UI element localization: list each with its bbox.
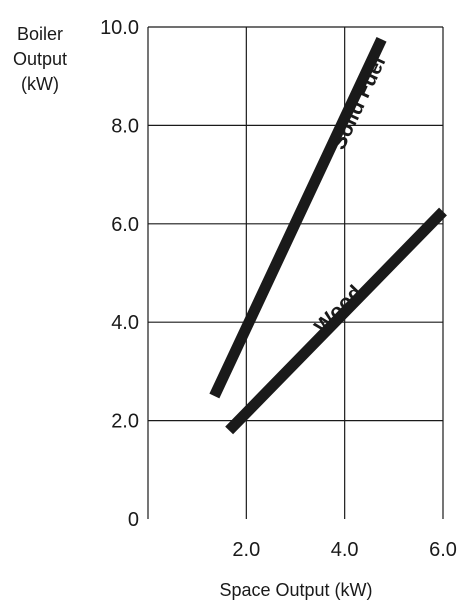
series-line-wood xyxy=(225,207,447,435)
x-axis-title: Space Output (kW) xyxy=(219,580,372,600)
y-tick-label: 8.0 xyxy=(111,115,139,137)
x-tick-label: 2.0 xyxy=(232,539,260,561)
series-label: Wood xyxy=(310,281,367,339)
series-label: Solid Fuel xyxy=(327,53,390,154)
y-axis-title-line: (kW) xyxy=(21,74,59,94)
y-tick-label: 0 xyxy=(128,509,139,531)
tick-labels: 0 2.0 4.0 6.0 8.0 10.0 2.0 4.0 6.0 xyxy=(100,17,457,561)
series-line-solid-fuel xyxy=(209,36,387,399)
y-axis-title: Boiler Output (kW) xyxy=(13,24,67,94)
x-tick-label: 4.0 xyxy=(331,539,359,561)
y-axis-title-line: Boiler xyxy=(17,24,63,44)
series-labels: Solid Fuel Wood xyxy=(310,53,390,339)
y-axis-title-line: Output xyxy=(13,49,67,69)
y-tick-label: 6.0 xyxy=(111,214,139,236)
plot-grid xyxy=(147,26,444,519)
y-tick-label: 2.0 xyxy=(111,411,139,433)
y-tick-label: 10.0 xyxy=(100,17,139,39)
x-tick-label: 6.0 xyxy=(429,539,457,561)
y-tick-label: 4.0 xyxy=(111,312,139,334)
series-lines xyxy=(209,36,447,435)
